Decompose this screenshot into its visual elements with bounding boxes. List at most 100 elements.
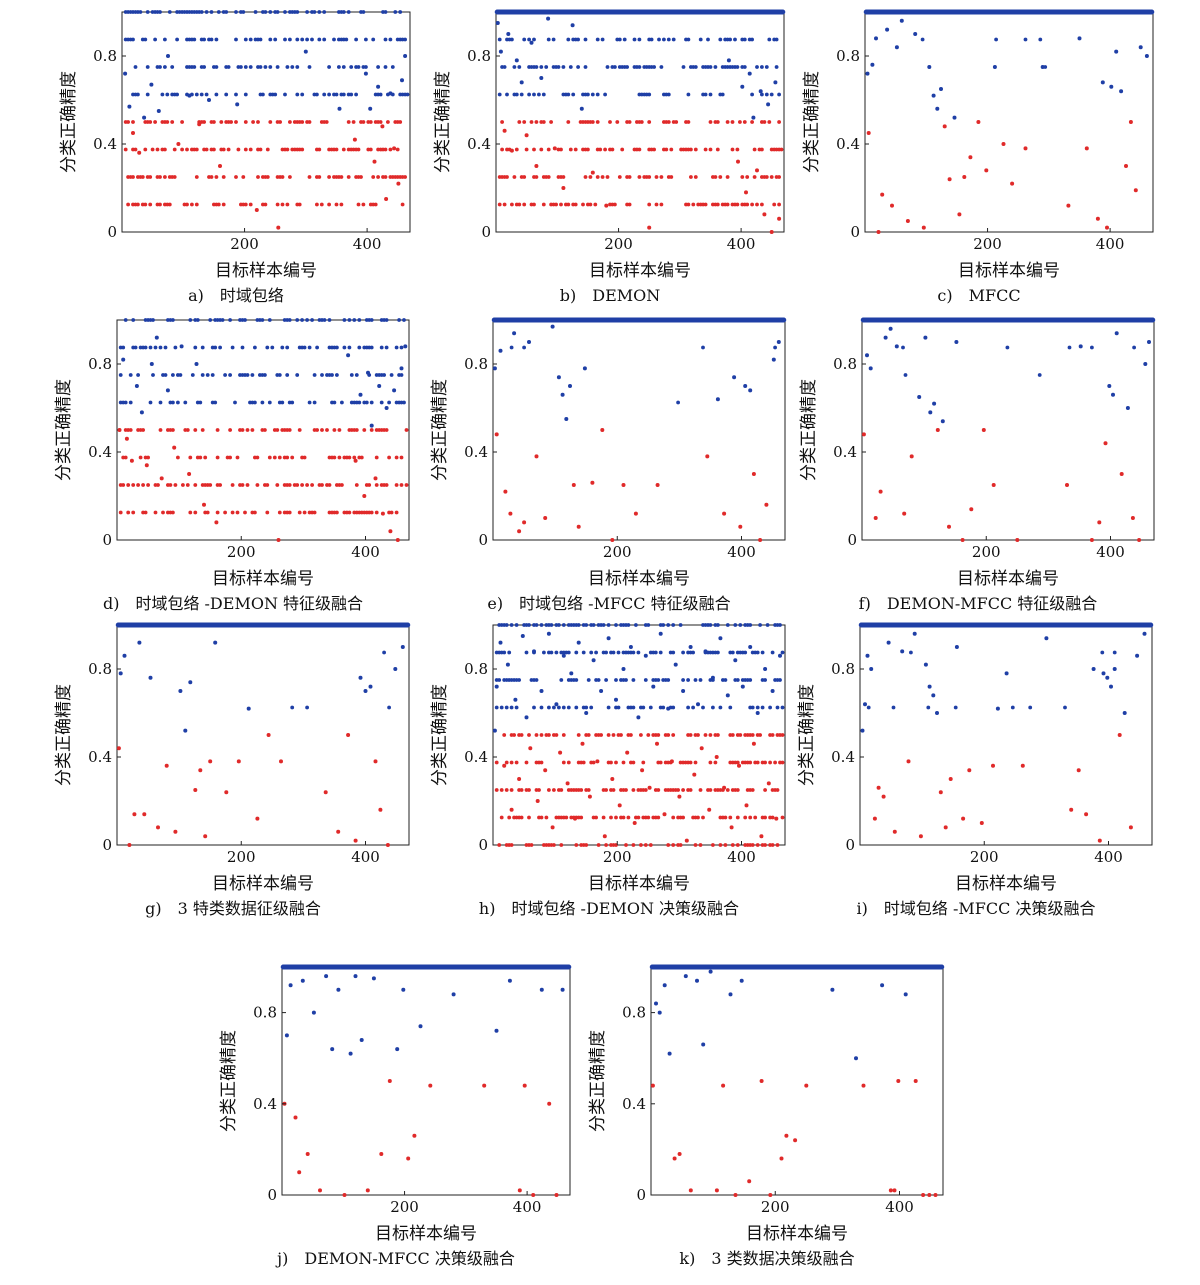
data-point bbox=[202, 37, 207, 42]
chart-a: 200 400 0 0.4 0.8 目标样本编号 分类正确精度 a) 时域包络 bbox=[59, 10, 411, 305]
data-point bbox=[267, 400, 272, 405]
y-tick-label: 0.4 bbox=[467, 135, 491, 153]
data-point bbox=[402, 400, 406, 405]
data-point bbox=[172, 445, 177, 450]
data-point bbox=[300, 92, 305, 97]
data-point bbox=[341, 65, 346, 69]
data-point bbox=[691, 202, 696, 207]
data-point bbox=[509, 807, 514, 812]
data-point bbox=[394, 345, 399, 350]
data-point bbox=[399, 483, 404, 487]
data-point bbox=[369, 318, 374, 322]
data-point bbox=[494, 1028, 499, 1033]
data-point bbox=[718, 175, 723, 179]
data-point bbox=[1044, 636, 1049, 641]
data-point bbox=[912, 631, 917, 636]
data-point bbox=[730, 147, 735, 152]
data-point bbox=[236, 759, 241, 764]
data-point bbox=[280, 345, 285, 350]
data-point bbox=[364, 65, 368, 69]
data-point bbox=[155, 147, 160, 152]
data-point bbox=[354, 37, 358, 42]
y-tick-label: 0.4 bbox=[88, 748, 112, 766]
data-point bbox=[981, 428, 986, 432]
data-point bbox=[935, 711, 939, 715]
data-point bbox=[520, 634, 525, 638]
data-point bbox=[728, 705, 733, 710]
y-tick-label: 0 bbox=[102, 836, 112, 854]
data-point bbox=[273, 92, 278, 97]
chart-e: 200 400 0 0.4 0.8 目标样本编号 分类正确精度 e) 时域包络 -MFCC 特… bbox=[430, 317, 787, 613]
data-point bbox=[777, 216, 782, 221]
data-point bbox=[728, 992, 733, 997]
data-point bbox=[380, 511, 385, 516]
data-point bbox=[621, 815, 626, 820]
data-point bbox=[701, 345, 705, 350]
data-point bbox=[204, 10, 209, 14]
data-point bbox=[389, 510, 394, 515]
data-point bbox=[379, 1152, 384, 1156]
data-point bbox=[394, 455, 399, 460]
data-point bbox=[361, 120, 366, 124]
data-point bbox=[594, 815, 598, 820]
data-point bbox=[923, 335, 928, 340]
data-point bbox=[143, 202, 148, 207]
data-point bbox=[636, 650, 641, 655]
data-point bbox=[307, 345, 312, 350]
data-point bbox=[905, 219, 910, 223]
data-point bbox=[529, 40, 534, 45]
data-point bbox=[743, 650, 748, 655]
data-point bbox=[863, 702, 867, 707]
data-point bbox=[369, 345, 374, 350]
data-point bbox=[240, 483, 245, 487]
data-point bbox=[403, 37, 407, 42]
data-point bbox=[253, 10, 258, 14]
data-point bbox=[171, 510, 175, 515]
y-tick-label: 0.4 bbox=[833, 443, 857, 461]
data-point bbox=[524, 650, 529, 655]
data-point bbox=[395, 1047, 400, 1052]
data-point bbox=[994, 37, 998, 42]
data-point bbox=[163, 37, 167, 42]
data-point bbox=[503, 489, 508, 494]
data-point bbox=[748, 678, 753, 682]
data-point bbox=[561, 186, 566, 190]
data-point bbox=[1147, 340, 1151, 344]
data-point bbox=[637, 175, 642, 179]
data-point bbox=[243, 147, 248, 152]
data-point bbox=[576, 733, 581, 737]
data-point bbox=[1105, 225, 1109, 230]
data-point bbox=[340, 483, 344, 487]
data-point bbox=[716, 650, 720, 655]
data-point bbox=[573, 147, 578, 152]
data-point bbox=[537, 92, 541, 97]
data-point bbox=[212, 147, 216, 152]
data-point bbox=[123, 318, 128, 322]
data-point bbox=[200, 373, 205, 377]
data-point bbox=[214, 520, 219, 525]
data-point bbox=[686, 92, 691, 97]
y-axis-label: 分类正确精度 bbox=[797, 684, 817, 786]
data-point bbox=[571, 483, 576, 487]
data-point bbox=[666, 120, 671, 124]
data-point bbox=[254, 208, 259, 212]
data-point bbox=[605, 65, 610, 69]
data-point bbox=[599, 733, 603, 737]
data-point bbox=[136, 373, 141, 377]
data-point bbox=[588, 175, 593, 179]
data-point bbox=[566, 650, 571, 655]
data-point bbox=[265, 483, 270, 487]
data-point bbox=[320, 483, 324, 487]
data-point bbox=[368, 106, 373, 111]
data-point bbox=[385, 843, 390, 847]
data-point bbox=[212, 120, 216, 124]
data-point bbox=[324, 120, 329, 124]
data-point bbox=[332, 455, 337, 460]
data-point bbox=[636, 715, 641, 720]
data-point bbox=[327, 65, 331, 69]
data-point bbox=[641, 760, 646, 765]
data-point bbox=[171, 428, 175, 432]
data-point bbox=[327, 318, 332, 322]
data-point bbox=[224, 92, 229, 97]
y-tick-label: 0 bbox=[850, 223, 860, 241]
